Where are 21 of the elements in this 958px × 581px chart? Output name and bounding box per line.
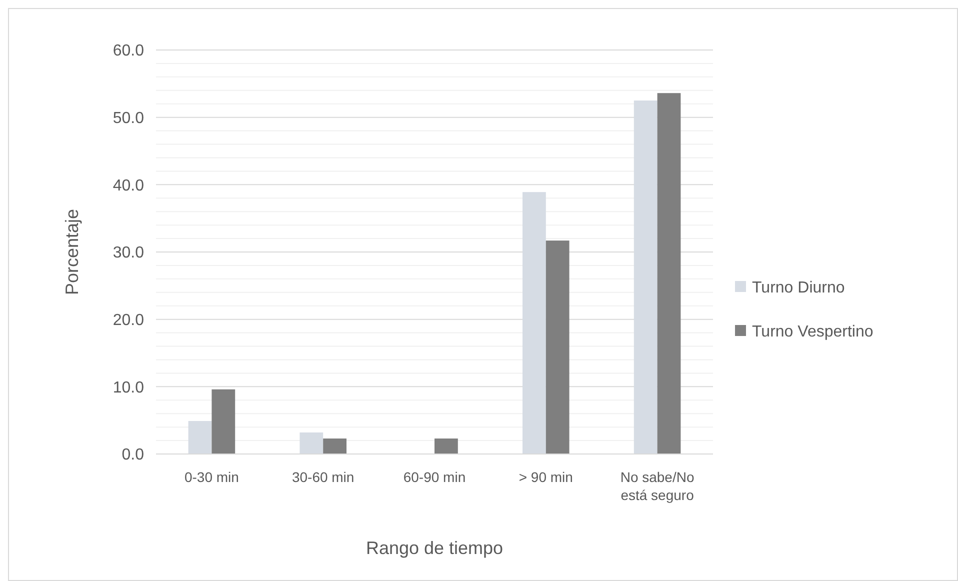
x-tick-label: > 90 min: [518, 469, 573, 485]
y-axis-title: Porcentaje: [62, 208, 82, 296]
x-tick-label: 30-60 min: [292, 469, 354, 485]
y-tick-label: 30.0: [112, 244, 144, 262]
x-axis-title: Rango de tiempo: [366, 538, 504, 558]
x-tick-label: 0-30 min: [184, 469, 239, 485]
bar: [546, 240, 570, 454]
bar: [212, 389, 236, 454]
y-tick-label: 20.0: [112, 312, 144, 329]
bar: [323, 438, 346, 454]
legend-label: Turno Diurno: [752, 280, 845, 297]
y-tick-label: 10.0: [112, 379, 144, 396]
y-tick-label: 50.0: [112, 110, 144, 127]
bar: [657, 93, 681, 454]
y-tick-label: 0.0: [122, 446, 144, 464]
y-tick-label: 40.0: [112, 177, 144, 194]
x-tick-label: No sabe/No está seguro: [620, 469, 694, 503]
y-tick-label: 60.0: [112, 42, 144, 60]
legend-label: Turno Vespertino: [752, 324, 874, 341]
x-tick-label: 60-90 min: [403, 469, 466, 485]
bar: [434, 438, 458, 454]
